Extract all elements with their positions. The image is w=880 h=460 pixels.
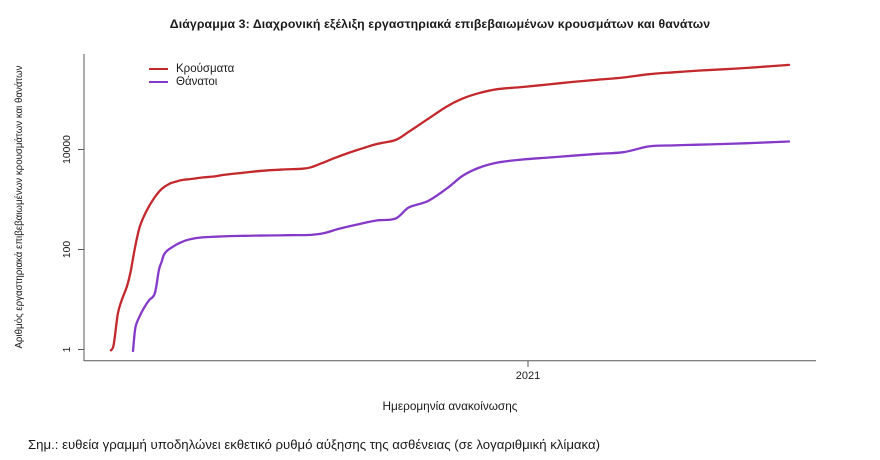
svg-text:2021: 2021 [516,370,540,382]
svg-text:100: 100 [62,241,73,258]
svg-text:1: 1 [62,346,73,352]
svg-text:10000: 10000 [62,135,73,164]
